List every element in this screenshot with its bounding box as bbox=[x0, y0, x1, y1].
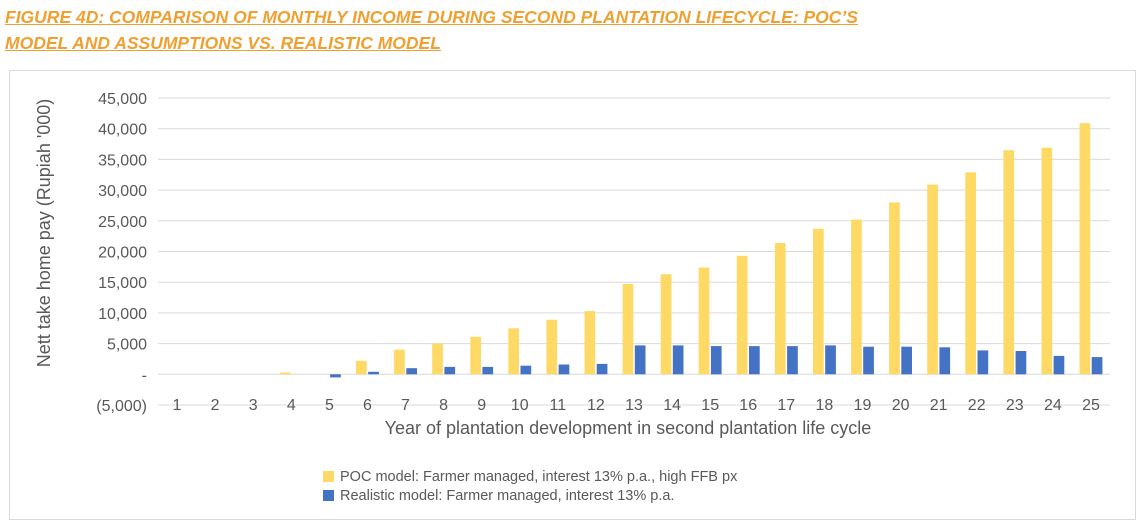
bar-poc bbox=[432, 343, 443, 375]
bar-realistic bbox=[977, 350, 989, 375]
x-tick-label: 24 bbox=[1044, 397, 1062, 414]
bar-realistic bbox=[939, 347, 951, 375]
x-tick-label: 23 bbox=[1006, 397, 1024, 414]
bar-poc bbox=[698, 267, 710, 375]
bar-realistic bbox=[1053, 355, 1065, 375]
x-tick-label: 12 bbox=[587, 397, 605, 414]
y-tick-label: 25,000 bbox=[98, 214, 147, 231]
x-tick-label: 9 bbox=[477, 397, 486, 414]
x-axis-ticks: 1 2 3 4 5 6 7 8 9 10 11 12 13 14 15 16 17 18 19 20 21 22 23 24 2… bbox=[173, 397, 1100, 414]
legend-swatch-poc bbox=[323, 471, 334, 482]
bar-realistic bbox=[368, 371, 379, 375]
x-tick-label: 3 bbox=[249, 397, 258, 414]
bar-poc bbox=[508, 328, 519, 375]
bar-poc bbox=[356, 360, 367, 375]
y-tick-label: 10,000 bbox=[98, 306, 147, 323]
gridlines bbox=[158, 97, 1110, 406]
bar-realistic bbox=[520, 365, 532, 375]
x-tick-label: 19 bbox=[854, 397, 872, 414]
bar-realistic bbox=[710, 346, 722, 375]
bar-realistic bbox=[901, 346, 912, 375]
bar-poc bbox=[660, 274, 672, 375]
bar-realistic bbox=[444, 366, 456, 375]
legend-label-realistic: Realistic model: Farmer managed, interes… bbox=[340, 488, 674, 504]
bar-realistic bbox=[672, 345, 684, 375]
x-tick-label: 5 bbox=[325, 397, 334, 414]
bar-poc bbox=[584, 311, 596, 375]
bar-realistic bbox=[825, 345, 836, 375]
y-axis-label: Nett take home pay (Rupiah '000) bbox=[34, 99, 54, 368]
figure-title: FIGURE 4D: COMPARISON OF MONTHLY INCOME … bbox=[0, 0, 1138, 60]
bar-poc bbox=[394, 349, 405, 375]
chart-frame: (5,000) - 5,000 10,000 15,000 20,000 25,000 30,… bbox=[9, 70, 1136, 520]
y-tick-label: 40,000 bbox=[98, 122, 147, 139]
bar-realistic bbox=[1015, 351, 1027, 375]
x-axis-label: Year of plantation development in second… bbox=[385, 418, 872, 438]
x-tick-label: 2 bbox=[211, 397, 220, 414]
bar-realistic bbox=[634, 345, 646, 375]
bar-poc bbox=[1041, 147, 1053, 375]
x-tick-label: 13 bbox=[625, 397, 643, 414]
bar-poc bbox=[1003, 150, 1015, 375]
legend-swatch-realistic bbox=[323, 490, 334, 501]
bar-realistic bbox=[596, 363, 608, 375]
y-tick-label: 45,000 bbox=[98, 91, 147, 108]
y-tick-label: (5,000) bbox=[96, 398, 147, 415]
bar-realistic bbox=[558, 364, 570, 375]
bar-poc bbox=[736, 255, 748, 375]
x-tick-label: 22 bbox=[968, 397, 986, 414]
x-tick-label: 20 bbox=[892, 397, 910, 414]
x-tick-label: 14 bbox=[663, 397, 681, 414]
bar-poc bbox=[774, 242, 786, 375]
x-tick-label: 1 bbox=[173, 397, 182, 414]
y-tick-label: 30,000 bbox=[98, 183, 147, 200]
x-tick-label: 18 bbox=[816, 397, 834, 414]
y-tick-label: 15,000 bbox=[98, 275, 147, 292]
y-tick-label: - bbox=[142, 367, 147, 384]
bar-poc bbox=[1079, 123, 1091, 375]
bar-poc bbox=[813, 228, 824, 375]
figure-title-line-2: MODEL AND ASSUMPTIONS VS. REALISTIC MODE… bbox=[5, 33, 441, 53]
x-tick-label: 15 bbox=[701, 397, 719, 414]
bar-poc bbox=[279, 372, 291, 375]
bar-poc bbox=[889, 202, 900, 375]
figure-title-line-1: FIGURE 4D: COMPARISON OF MONTHLY INCOME … bbox=[5, 7, 858, 27]
bar-poc bbox=[965, 172, 976, 375]
bars bbox=[279, 123, 1103, 378]
bar-realistic bbox=[863, 346, 874, 375]
y-axis-ticks: (5,000) - 5,000 10,000 15,000 20,000 25,000 30,… bbox=[96, 91, 147, 415]
x-tick-label: 16 bbox=[739, 397, 757, 414]
x-tick-label: 8 bbox=[439, 397, 448, 414]
bar-realistic bbox=[482, 366, 494, 375]
bar-chart: (5,000) - 5,000 10,000 15,000 20,000 25,000 30,… bbox=[34, 91, 1110, 504]
x-tick-label: 17 bbox=[777, 397, 795, 414]
bar-realistic bbox=[406, 368, 417, 375]
x-tick-label: 7 bbox=[401, 397, 410, 414]
x-tick-label: 4 bbox=[287, 397, 296, 414]
y-tick-label: 35,000 bbox=[98, 152, 147, 169]
bar-poc bbox=[470, 336, 481, 375]
bar-realistic bbox=[749, 346, 760, 375]
y-tick-label: 20,000 bbox=[98, 245, 147, 262]
bar-poc bbox=[622, 284, 634, 375]
legend: POC model: Farmer managed, interest 13% … bbox=[323, 469, 738, 504]
x-tick-label: 6 bbox=[363, 397, 372, 414]
bar-realistic bbox=[1091, 357, 1103, 375]
bar-poc bbox=[851, 219, 862, 375]
y-tick-label: 5,000 bbox=[107, 337, 147, 354]
bar-realistic bbox=[787, 346, 798, 375]
bar-realistic bbox=[330, 374, 341, 378]
x-tick-label: 10 bbox=[511, 397, 529, 414]
x-tick-label: 21 bbox=[930, 397, 948, 414]
x-tick-label: 11 bbox=[549, 397, 566, 414]
legend-label-poc: POC model: Farmer managed, interest 13% … bbox=[340, 469, 738, 485]
bar-poc bbox=[546, 319, 558, 375]
x-tick-label: 25 bbox=[1082, 397, 1100, 414]
bar-poc bbox=[927, 184, 938, 375]
